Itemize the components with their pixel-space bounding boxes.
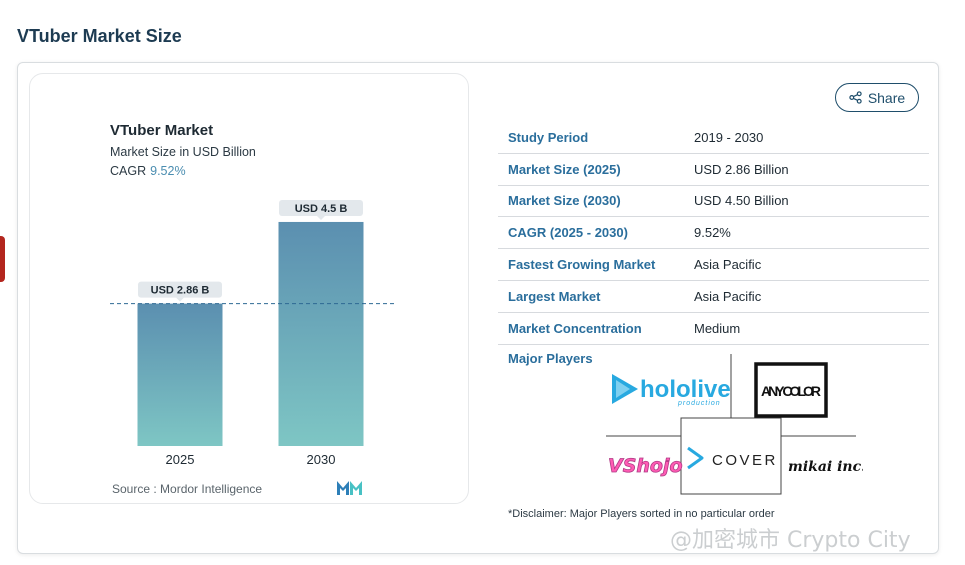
logo-name: VShojo: [608, 455, 683, 477]
fact-label: Market Size (2030): [508, 193, 621, 209]
fact-row: CAGR (2025 - 2030) 9.52%: [498, 217, 929, 250]
fact-label: Market Size (2025): [508, 161, 621, 177]
fact-label: CAGR (2025 - 2030): [508, 225, 628, 241]
watermark: @加密城市 Crypto City: [670, 528, 911, 553]
fact-row: Largest Market Asia Pacific: [498, 281, 929, 313]
chart-source: Source : Mordor Intelligence: [112, 482, 263, 496]
data-label: USD 2.86 B: [151, 285, 210, 297]
chart-title: VTuber Market: [110, 122, 214, 139]
fact-row: Market Size (2030) USD 4.50 Billion: [498, 186, 929, 218]
logo-sub: production: [677, 400, 721, 407]
logo-name: ANY COLOR: [761, 383, 821, 399]
chart-cagr: CAGR 9.52%: [110, 164, 186, 178]
logo-name: COVER: [712, 452, 778, 469]
chart-subtitle: Market Size in USD Billion: [110, 145, 256, 159]
fact-label: Largest Market: [508, 288, 601, 304]
mordor-intelligence-logo: [337, 481, 362, 495]
logo-divider: [680, 417, 782, 495]
cagr-value: 9.52%: [150, 164, 186, 178]
mikai-logo: mikai inc.: [788, 459, 863, 475]
fact-label: Study Period: [508, 129, 589, 145]
share-button[interactable]: Share: [835, 83, 919, 112]
data-label-bg: [138, 281, 222, 298]
fact-value: 9.52%: [694, 225, 731, 241]
data-label-pointer: [317, 215, 325, 220]
fact-label: Market Concentration: [508, 320, 642, 336]
fact-row: Market Concentration Medium: [498, 313, 929, 345]
fact-row: Study Period 2019 - 2030: [498, 122, 929, 154]
fact-value: USD 4.50 Billion: [694, 193, 789, 209]
fact-value: Medium: [694, 320, 741, 336]
major-players-logos: hololive production ANY COLOR VShojo COV…: [606, 354, 863, 495]
data-label-bg: [279, 199, 363, 216]
anycolor-logo: ANY COLOR: [754, 362, 828, 418]
bar-2025: [137, 303, 223, 446]
bar-2030: [278, 221, 364, 446]
bar-chart: USD 2.86 B 2025 USD 4.5 B 2030: [110, 199, 394, 467]
major-players-label: Major Players: [508, 351, 593, 366]
fact-value: 2019 - 2030: [694, 129, 764, 145]
side-tab[interactable]: [0, 236, 5, 282]
share-icon: [849, 91, 862, 104]
hololive-logo: hololive production: [612, 374, 731, 407]
chart-card: [29, 73, 469, 504]
share-label: Share: [867, 89, 906, 106]
logo-name: mikai inc.: [788, 459, 863, 475]
cagr-label: CAGR: [110, 164, 147, 178]
cover-logo: COVER: [687, 446, 778, 470]
vshojo-logo: VShojo: [608, 455, 683, 478]
fact-value: USD 2.86 Billion: [694, 161, 789, 177]
x-tick-label: 2030: [307, 452, 336, 467]
fact-value: Asia Pacific: [694, 257, 762, 273]
logo-name: hololive: [640, 376, 731, 403]
data-label: USD 4.5 B: [295, 203, 348, 215]
page-title: VTuber Market Size: [17, 26, 182, 46]
fact-row: Market Size (2025) USD 2.86 Billion: [498, 154, 929, 186]
fact-row: Fastest Growing Market Asia Pacific: [498, 249, 929, 281]
fact-label: Fastest Growing Market: [508, 257, 656, 273]
data-label-pointer: [176, 297, 184, 302]
fact-value: Asia Pacific: [694, 288, 762, 304]
x-tick-label: 2025: [166, 452, 195, 467]
market-facts-table: Study Period 2019 - 2030 Market Size (20…: [498, 122, 929, 345]
players-disclaimer: *Disclaimer: Major Players sorted in no …: [508, 508, 775, 520]
